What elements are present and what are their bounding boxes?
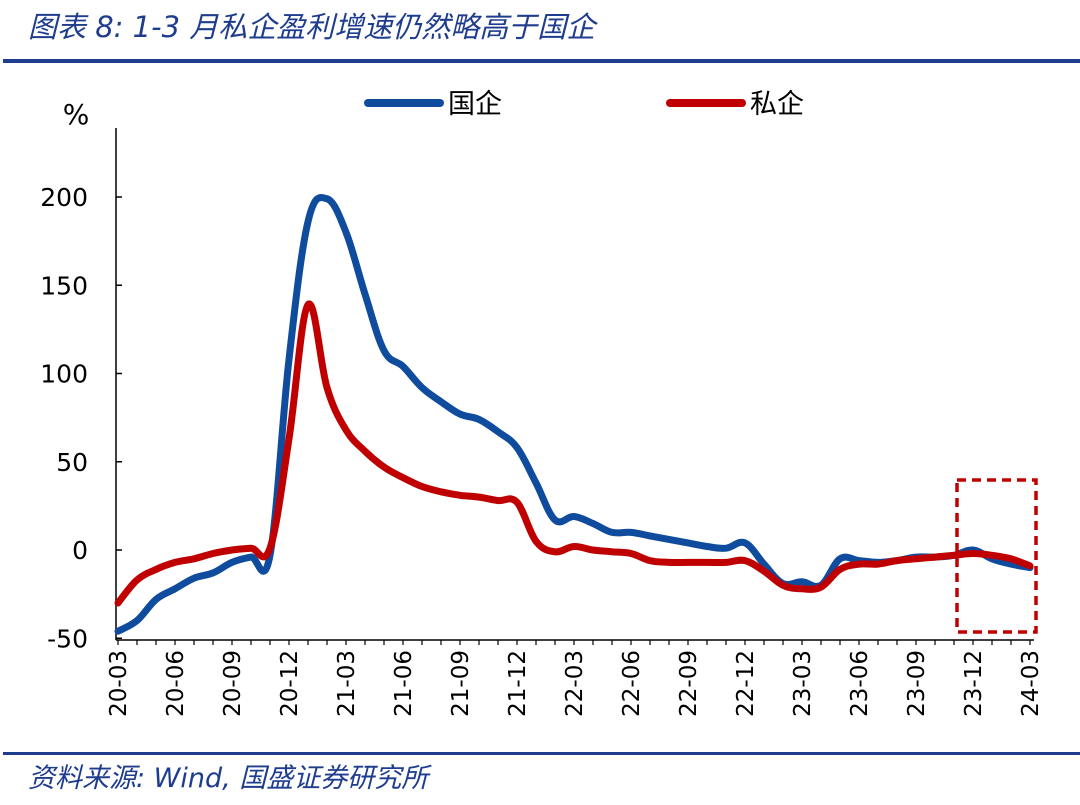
x-tick-label: 21-09 xyxy=(448,650,474,717)
x-tick-label: 20-09 xyxy=(220,650,246,717)
footer-divider xyxy=(3,752,1080,755)
y-tick-label: 100 xyxy=(40,360,88,389)
x-tick-label: 20-12 xyxy=(277,650,303,717)
x-tick-label: 22-09 xyxy=(676,650,702,717)
x-tick-label: 20-03 xyxy=(106,650,132,717)
y-unit-label: % xyxy=(63,98,90,131)
x-tick-label: 23-12 xyxy=(961,650,987,717)
x-tick-label: 22-06 xyxy=(619,650,645,717)
chart-title: 图表 8: 1-3 月私企盈利增速仍然略高于国企 xyxy=(28,10,596,44)
series-line-state-owned xyxy=(114,194,1034,635)
series-layer xyxy=(114,194,1034,635)
legend-label: 国企 xyxy=(448,89,502,120)
legend-label: 私企 xyxy=(750,89,804,120)
x-tick-label: 22-12 xyxy=(733,650,759,717)
series-line-private xyxy=(114,300,1034,607)
y-tick-label: -50 xyxy=(47,624,88,653)
y-tick-label: 200 xyxy=(40,183,88,212)
y-tick-label: 0 xyxy=(72,536,88,565)
x-tick-label: 23-09 xyxy=(904,650,930,717)
x-tick-label: 21-06 xyxy=(391,650,417,717)
x-tick-label: 21-12 xyxy=(505,650,531,717)
y-tick-label: 50 xyxy=(56,448,88,477)
line-chart: % -50 0 50 100 150 200 20-03 20-06 20-09 20-12 21-0… xyxy=(40,89,1044,717)
x-tick-label: 20-06 xyxy=(163,650,189,717)
overlay xyxy=(955,478,1038,634)
y-tick-label: 150 xyxy=(40,271,88,300)
x-tick-label: 24-03 xyxy=(1018,650,1044,717)
highlight-box xyxy=(955,478,1038,634)
axes: % -50 0 50 100 150 200 20-03 20-06 20-09 20-12 21-0… xyxy=(40,98,1044,717)
legend: 国企 私企 xyxy=(364,89,804,120)
title-divider xyxy=(3,59,1080,63)
x-tick-label: 23-03 xyxy=(790,650,816,717)
x-tick-label: 23-06 xyxy=(847,650,873,717)
x-tick-label: 22-03 xyxy=(562,650,588,717)
source-note: 资料来源: Wind, 国盛证券研究所 xyxy=(28,763,429,794)
x-tick-label: 21-03 xyxy=(334,650,360,717)
